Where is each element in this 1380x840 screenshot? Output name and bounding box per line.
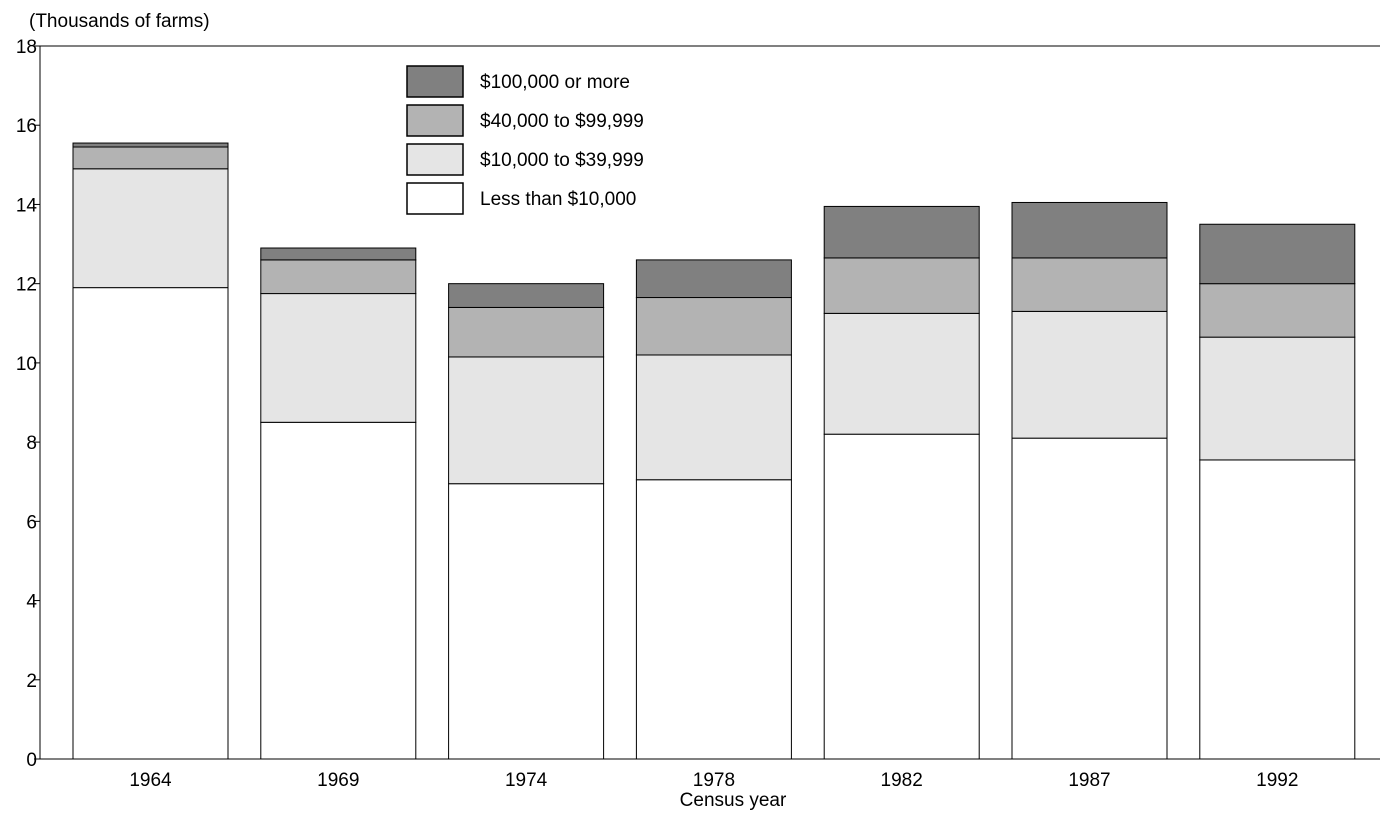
legend-swatch	[406, 182, 464, 215]
x-tick-label: 1982	[881, 770, 923, 791]
legend-item: $10,000 to $39,999	[406, 143, 644, 176]
legend-label: $40,000 to $99,999	[480, 111, 644, 132]
legend: $100,000 or more $40,000 to $99,999 $10,00…	[406, 65, 644, 215]
bar-segment	[1011, 437, 1168, 760]
bar-stack	[1199, 223, 1356, 760]
y-tick-label: 10	[16, 354, 37, 375]
x-tick-label: 1992	[1256, 770, 1298, 791]
bar-segment	[1011, 201, 1168, 259]
legend-item: Less than $10,000	[406, 182, 636, 215]
bar-stack	[823, 205, 980, 760]
bar-segment	[260, 293, 417, 423]
bar-segment	[448, 483, 605, 760]
bar-segment	[72, 146, 229, 170]
legend-swatch	[406, 65, 464, 98]
bar-segment	[823, 312, 980, 435]
bar-segment	[1199, 283, 1356, 338]
bar-segment	[635, 354, 792, 481]
bar-segment	[260, 421, 417, 760]
y-axis: 0 2 4 6 8 10 12 14 16 18	[16, 37, 1380, 771]
bar-segment	[72, 142, 229, 148]
y-tick-label: 8	[26, 433, 37, 454]
bar-segment	[823, 257, 980, 314]
x-tick-label: 1974	[505, 770, 548, 791]
y-tick-label: 12	[16, 275, 37, 296]
bar-segment	[72, 287, 229, 760]
bar-segment	[448, 356, 605, 485]
y-tick-label: 2	[26, 671, 37, 692]
bar-segment	[1011, 310, 1168, 439]
y-tick-label: 4	[26, 592, 37, 613]
y-axis-title: (Thousands of farms)	[29, 11, 210, 32]
bar-stack	[1011, 201, 1168, 760]
bar-stack	[448, 283, 605, 760]
x-axis-title: Census year	[680, 790, 787, 811]
legend-label: $100,000 or more	[480, 72, 630, 93]
bar-segment	[635, 479, 792, 760]
x-tick-label: 1978	[693, 770, 735, 791]
bar-segment	[823, 433, 980, 760]
bar-stack	[72, 142, 229, 760]
legend-swatch	[406, 143, 464, 176]
legend-item: $100,000 or more	[406, 65, 630, 98]
bar-segment	[1199, 223, 1356, 285]
bar-segment	[823, 205, 980, 259]
bar-stack	[635, 259, 792, 760]
bar-segment	[635, 259, 792, 299]
y-tick-label: 16	[16, 116, 37, 137]
bar-segment	[1199, 336, 1356, 461]
legend-label: $10,000 to $39,999	[480, 150, 644, 171]
x-axis: 1964 1969 1974 1978 1982 1987 1992	[40, 758, 1380, 791]
bar-segment	[1011, 257, 1168, 312]
legend-item: $40,000 to $99,999	[406, 104, 644, 137]
y-tick-label: 0	[26, 750, 37, 771]
bar-segment	[635, 297, 792, 356]
y-tick-label: 14	[16, 195, 38, 216]
bar-segment	[448, 283, 605, 308]
legend-label: Less than $10,000	[480, 189, 636, 210]
legend-swatch	[406, 104, 464, 137]
bar-segment	[260, 247, 417, 261]
y-tick-label: 18	[16, 37, 37, 58]
bar-stack	[260, 247, 417, 760]
x-tick-label: 1964	[129, 770, 172, 791]
bar-segment	[72, 168, 229, 289]
x-tick-label: 1969	[317, 770, 359, 791]
y-tick-label: 6	[26, 512, 37, 533]
bar-segment	[260, 259, 417, 295]
bar-segment	[1199, 459, 1356, 760]
bars	[72, 142, 1356, 760]
bar-segment	[448, 306, 605, 358]
x-tick-label: 1987	[1068, 770, 1110, 791]
